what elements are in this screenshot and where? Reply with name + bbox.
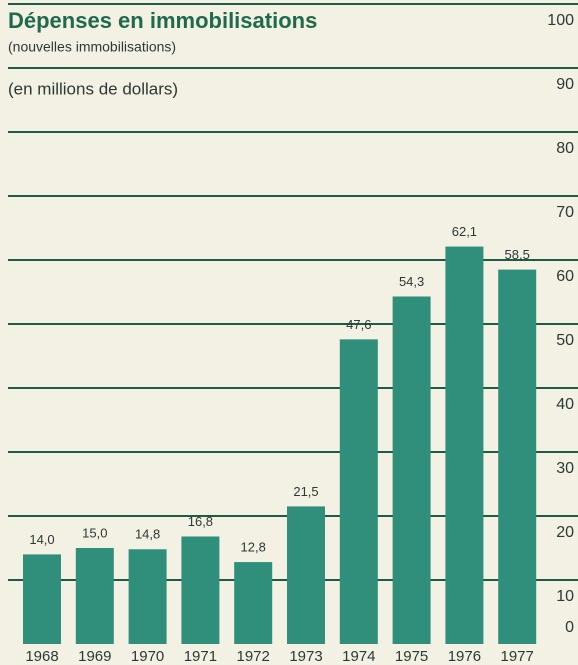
value-label: 47,6 xyxy=(346,317,371,332)
bar xyxy=(75,548,114,644)
x-tick-label: 1969 xyxy=(78,648,111,665)
value-label: 54,3 xyxy=(399,274,424,289)
value-label: 14,0 xyxy=(29,532,54,547)
y-tick-label: 0 xyxy=(565,619,574,636)
x-tick-label: 1973 xyxy=(289,648,322,665)
y-tick-label: 40 xyxy=(556,396,574,413)
bar xyxy=(339,339,378,644)
y-tick-label: 30 xyxy=(556,460,574,477)
value-label: 15,0 xyxy=(82,525,107,540)
chart-title: Dépenses en immobilisations xyxy=(8,8,317,33)
y-tick-label: 50 xyxy=(556,332,574,349)
value-label: 14,8 xyxy=(135,527,160,542)
value-label: 12,8 xyxy=(241,540,266,555)
y-tick-label: 60 xyxy=(556,268,574,285)
y-tick-label: 20 xyxy=(556,524,574,541)
value-label: 62,1 xyxy=(452,224,477,239)
x-tick-label: 1970 xyxy=(131,648,164,665)
x-tick-label: 1971 xyxy=(184,648,217,665)
y-tick-label: 70 xyxy=(556,204,574,221)
y-tick-label: 80 xyxy=(556,140,574,157)
y-tick-label: 90 xyxy=(556,76,574,93)
x-tick-label: 1974 xyxy=(342,648,375,665)
bar xyxy=(181,536,220,644)
y-tick-label: 100 xyxy=(547,12,574,29)
value-label: 16,8 xyxy=(188,514,213,529)
value-label: 58,5 xyxy=(505,247,530,262)
bar xyxy=(498,269,537,644)
bar xyxy=(287,506,325,644)
bar xyxy=(128,549,167,644)
bar xyxy=(234,562,273,644)
bar xyxy=(445,246,484,644)
x-tick-label: 1976 xyxy=(448,648,481,665)
x-tick-label: 1972 xyxy=(237,648,270,665)
unit-label: (en millions de dollars) xyxy=(8,79,178,98)
x-tick-label: 1968 xyxy=(25,648,58,665)
x-tick-label: 1977 xyxy=(501,648,534,665)
value-label: 21,5 xyxy=(293,484,318,499)
chart-subtitle: (nouvelles immobilisations) xyxy=(8,39,176,55)
x-tick-label: 1975 xyxy=(395,648,428,665)
bar xyxy=(392,296,431,644)
y-tick-label: 10 xyxy=(556,588,574,605)
bar xyxy=(23,554,61,644)
